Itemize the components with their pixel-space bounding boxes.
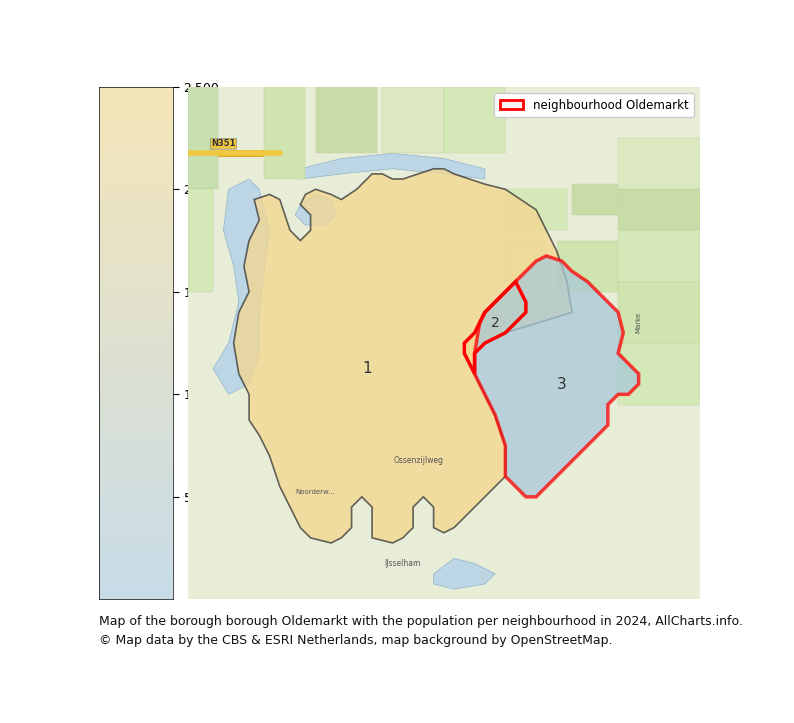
Bar — [557, 241, 619, 292]
Polygon shape — [233, 168, 572, 543]
Bar — [619, 138, 700, 189]
Bar — [316, 87, 377, 153]
Text: Ossenzijlweg: Ossenzijlweg — [393, 456, 443, 466]
Bar — [619, 343, 700, 405]
Polygon shape — [464, 281, 526, 374]
Bar — [444, 87, 505, 153]
Polygon shape — [295, 194, 336, 225]
Text: IJsselham: IJsselham — [384, 559, 421, 568]
Text: Noorderw...: Noorderw... — [295, 489, 336, 495]
Bar — [187, 87, 218, 189]
Text: N351: N351 — [211, 140, 236, 148]
Text: © Map data by the CBS & ESRI Netherlands, map background by OpenStreetMap.: © Map data by the CBS & ESRI Netherlands… — [99, 634, 613, 647]
Bar — [572, 184, 623, 215]
Polygon shape — [475, 256, 638, 497]
Bar — [619, 189, 700, 231]
Polygon shape — [300, 153, 485, 179]
Bar — [505, 241, 546, 281]
Polygon shape — [213, 179, 269, 394]
Bar — [505, 189, 567, 231]
Bar — [264, 87, 306, 179]
Text: 3: 3 — [557, 377, 567, 392]
Bar — [383, 87, 444, 153]
Legend: neighbourhood Oldemarkt: neighbourhood Oldemarkt — [494, 93, 694, 117]
Bar — [619, 231, 700, 281]
Text: 2: 2 — [491, 315, 499, 330]
Bar — [619, 281, 700, 343]
Text: Marke: Marke — [636, 312, 642, 333]
Text: Map of the borough borough Oldemarkt with the population per neighbourhood in 20: Map of the borough borough Oldemarkt wit… — [99, 615, 743, 628]
Text: 1: 1 — [362, 362, 372, 376]
Bar — [187, 189, 213, 292]
Polygon shape — [434, 558, 495, 589]
